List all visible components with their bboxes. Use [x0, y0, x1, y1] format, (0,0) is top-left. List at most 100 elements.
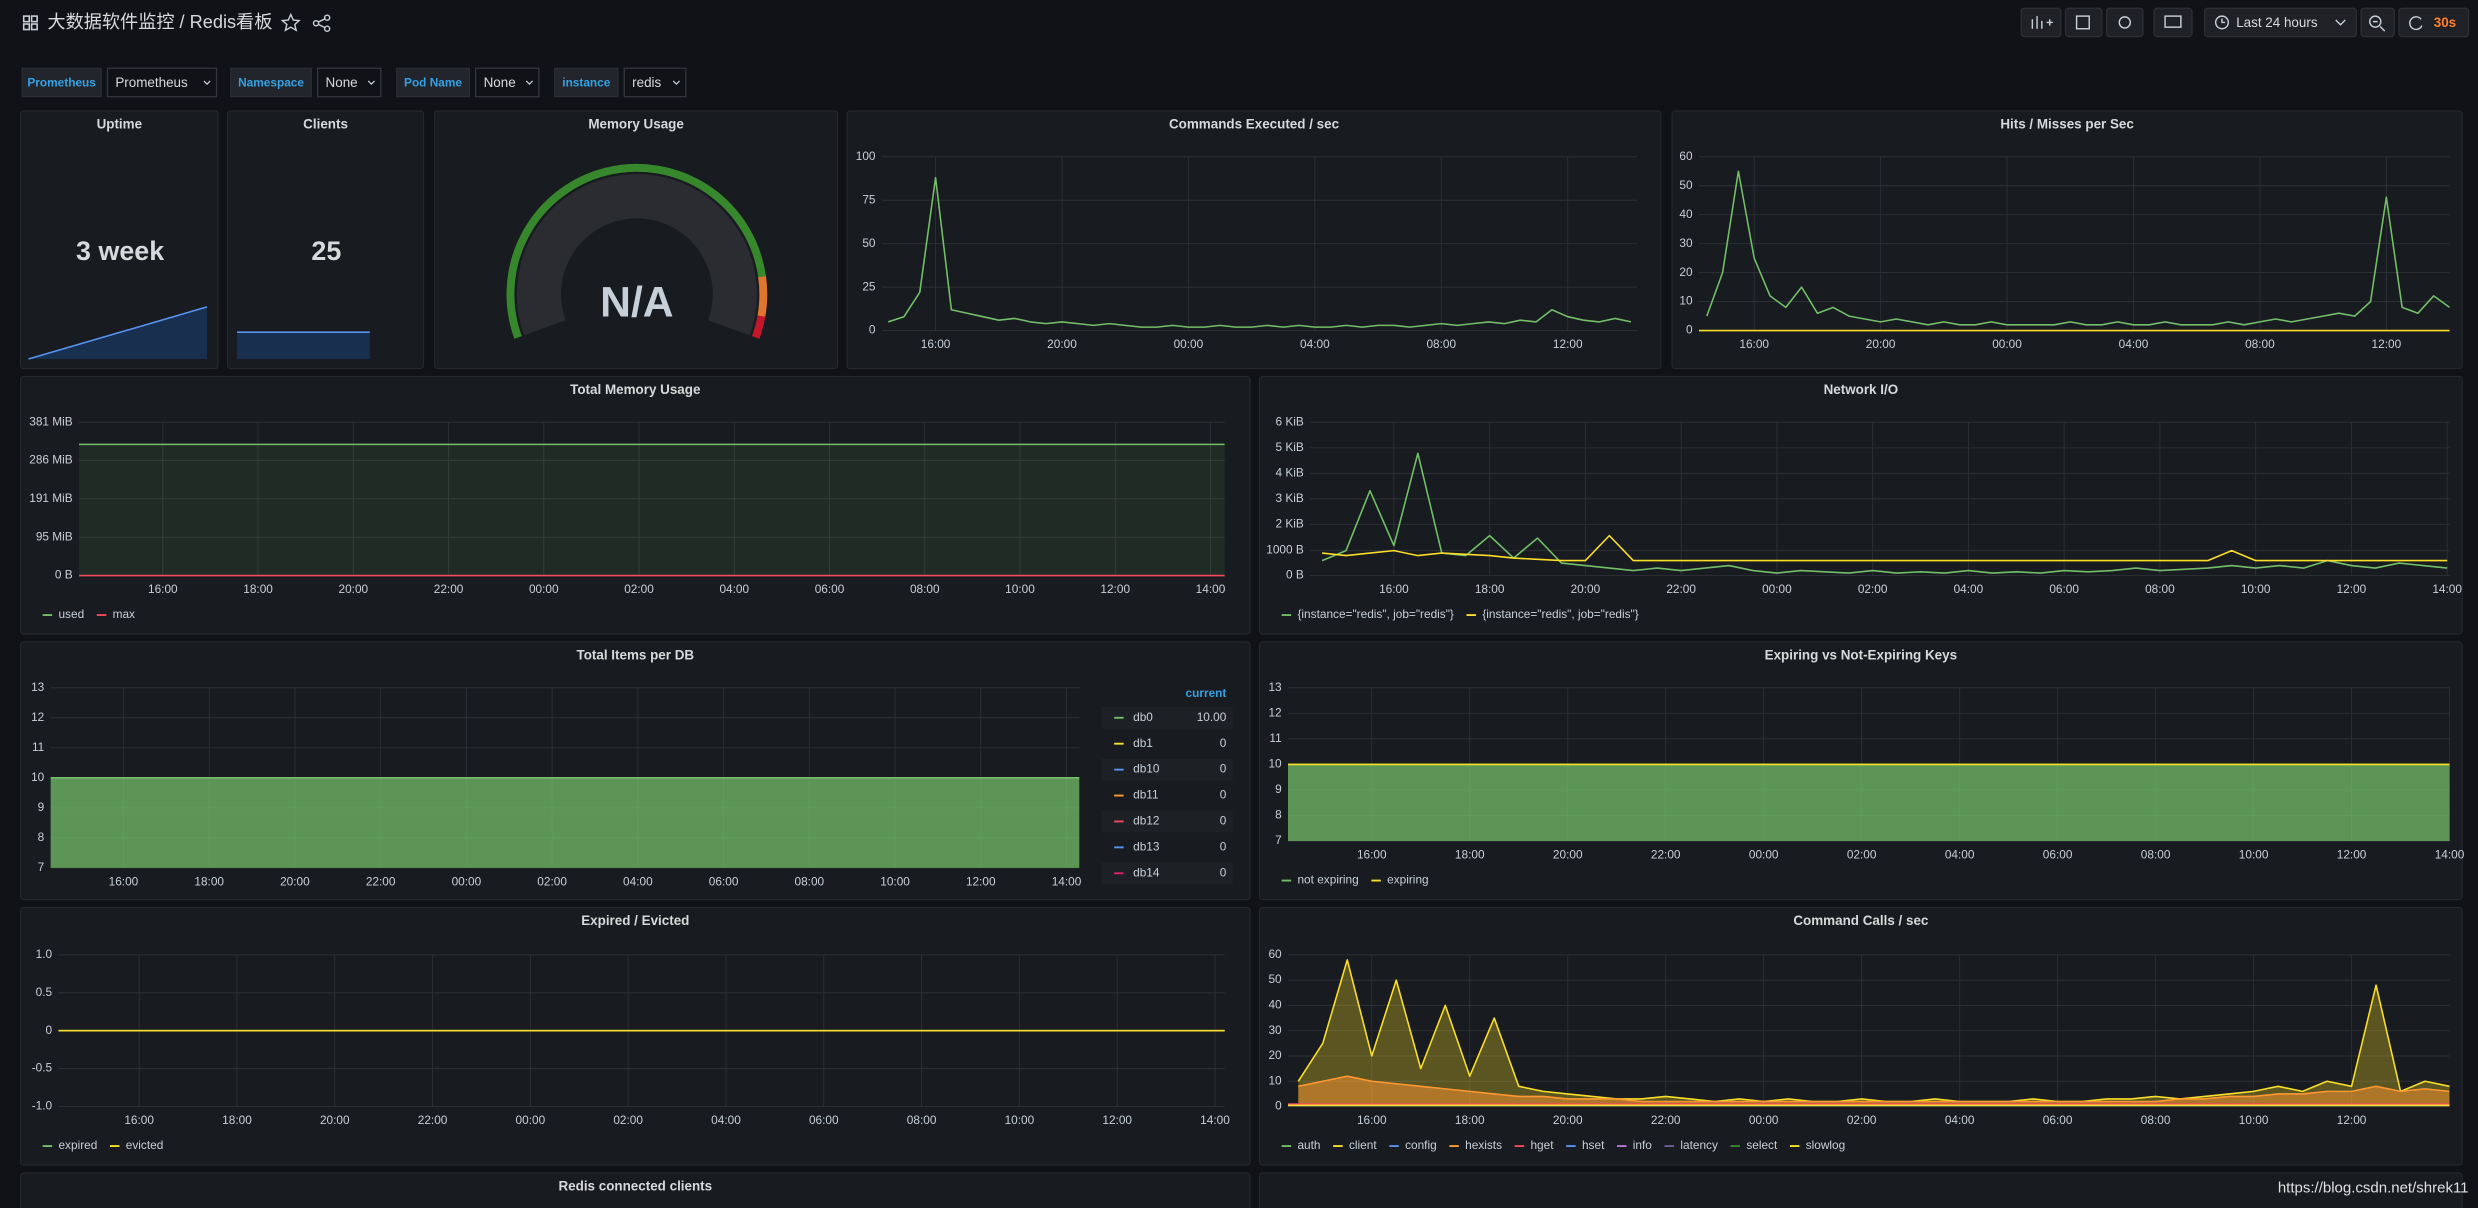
legend-label[interactable]: expiring	[1387, 873, 1428, 887]
y-tick-label: 381 MiB	[29, 414, 73, 428]
panel-title[interactable]: Total Memory Usage	[570, 382, 700, 397]
x-tick-label: 22:00	[1651, 1113, 1681, 1127]
variable-select[interactable]	[106, 67, 218, 98]
y-tick-label: 3 KiB	[1275, 491, 1303, 505]
legend-label[interactable]: hexists	[1465, 1138, 1502, 1152]
y-tick-label: 25	[862, 279, 876, 293]
legend-label[interactable]: select	[1746, 1138, 1778, 1152]
sparkline	[28, 306, 208, 360]
panel-title[interactable]: Hits / Misses per Sec	[2000, 117, 2134, 132]
legend-label[interactable]: hget	[1530, 1138, 1554, 1152]
time-picker[interactable]	[2203, 7, 2357, 38]
x-tick-label: 16:00	[1379, 582, 1409, 596]
legend-label[interactable]: used	[58, 607, 84, 621]
dashboard-title[interactable]: 大数据软件监控 / Redis看板	[47, 12, 272, 32]
legend-label[interactable]: hset	[1582, 1138, 1605, 1152]
y-tick-label: 7	[38, 860, 45, 874]
x-tick-label: 12:00	[1553, 337, 1583, 351]
zoom-out-button[interactable]	[2360, 7, 2395, 38]
x-tick-label: 14:00	[2432, 582, 2462, 596]
y-tick-label: 9	[38, 800, 45, 814]
legend-label[interactable]: db12	[1133, 814, 1159, 828]
refresh-interval[interactable]: 30s	[2434, 15, 2456, 30]
legend-label[interactable]: max	[113, 607, 135, 621]
panel-title[interactable]: Total Items per DB	[577, 648, 695, 663]
x-tick-label: 10:00	[2241, 582, 2271, 596]
legend-label[interactable]: db11	[1133, 788, 1159, 802]
legend-value: 0	[1220, 840, 1227, 854]
legend-label[interactable]: expired	[58, 1138, 97, 1152]
icon	[2164, 15, 2182, 28]
x-tick-label: 10:00	[880, 874, 910, 888]
y-tick-label: 1.0	[36, 947, 53, 961]
panel-title[interactable]: Memory Usage	[588, 117, 683, 132]
panel-title[interactable]: Expiring vs Not-Expiring Keys	[1765, 648, 1957, 663]
y-tick-label: 0.5	[36, 985, 53, 999]
y-tick-label: 10	[1268, 757, 1282, 771]
panel-title[interactable]: Commands Executed / sec	[1169, 117, 1340, 132]
time-range[interactable]: Last 24 hours	[2236, 15, 2318, 30]
gauge-threshold-red	[751, 315, 766, 339]
variable-label-box	[396, 67, 470, 98]
y-tick-label: 191 MiB	[29, 491, 73, 505]
legend-label[interactable]: db1	[1133, 736, 1153, 750]
legend-label[interactable]: db13	[1133, 840, 1160, 854]
legend-label[interactable]: info	[1633, 1138, 1653, 1152]
area	[1287, 764, 2450, 842]
panel-title[interactable]: Expired / Evicted	[581, 913, 689, 928]
y-tick-label: 7	[1275, 833, 1282, 847]
y-tick-label: 50	[1679, 178, 1693, 192]
y-tick-label: 2 KiB	[1275, 517, 1303, 531]
x-tick-label: 06:00	[2043, 1113, 2073, 1127]
save-button[interactable]	[2064, 7, 2103, 38]
y-tick-label: 40	[1268, 998, 1282, 1012]
x-tick-label: 14:00	[1052, 874, 1082, 888]
legend-label[interactable]: {instance="redis", job="redis"}	[1297, 607, 1453, 621]
y-tick-label: 13	[31, 680, 45, 694]
star-icon[interactable]	[280, 12, 301, 32]
y-tick-label: 0	[1686, 323, 1693, 337]
panel-title[interactable]: Network I/O	[1824, 382, 1899, 397]
x-tick-label: 20:00	[1553, 847, 1583, 861]
icon-square	[22, 23, 31, 31]
legend-label[interactable]: evicted	[126, 1138, 164, 1152]
legend-label[interactable]: client	[1349, 1138, 1377, 1152]
legend-label[interactable]: db14	[1133, 865, 1160, 879]
panel-title[interactable]: Clients	[303, 117, 348, 132]
legend-label[interactable]: latency	[1680, 1138, 1718, 1152]
x-tick-label: 08:00	[2141, 847, 2171, 861]
x-tick-label: 16:00	[124, 1113, 154, 1127]
legend-label[interactable]: auth	[1297, 1138, 1320, 1152]
add-panel-button[interactable]	[2020, 7, 2062, 38]
x-tick-label: 14:00	[2435, 847, 2465, 861]
share-icon[interactable]	[312, 14, 331, 32]
gauge-threshold-green	[506, 163, 766, 339]
apps-icon[interactable]	[22, 15, 38, 31]
legend-label[interactable]: db10	[1133, 762, 1160, 776]
x-tick-label: 06:00	[2049, 582, 2079, 596]
legend-row	[1101, 758, 1233, 781]
settings-button[interactable]	[2105, 7, 2144, 38]
y-tick-label: 5 KiB	[1275, 440, 1303, 454]
x-tick-label: 14:00	[1200, 1113, 1230, 1127]
x-tick-label: 20:00	[1553, 1113, 1583, 1127]
panel	[19, 906, 1251, 1166]
panel-title[interactable]: Uptime	[97, 117, 142, 132]
y-tick-label: 4 KiB	[1275, 465, 1303, 479]
legend-label[interactable]: slowlog	[1806, 1138, 1846, 1152]
y-tick-label: 30	[1679, 236, 1693, 250]
legend-label[interactable]: db0	[1133, 710, 1153, 724]
area	[79, 444, 1225, 576]
panel-title[interactable]: Command Calls / sec	[1793, 913, 1929, 928]
series-line	[1297, 959, 2450, 1103]
x-tick-label: 22:00	[418, 1113, 448, 1127]
legend-label[interactable]: {instance="redis", job="redis"}	[1482, 607, 1638, 621]
tv-mode-button[interactable]	[2153, 7, 2193, 38]
panel-title[interactable]: Redis connected clients	[558, 1179, 712, 1194]
y-tick-label: 50	[862, 236, 876, 250]
legend-label[interactable]: config	[1405, 1138, 1437, 1152]
x-tick-label: 04:00	[1945, 847, 1975, 861]
x-tick-label: 12:00	[2372, 337, 2402, 351]
legend-label[interactable]: not expiring	[1297, 873, 1358, 887]
variable-label: Namespace	[238, 75, 304, 89]
